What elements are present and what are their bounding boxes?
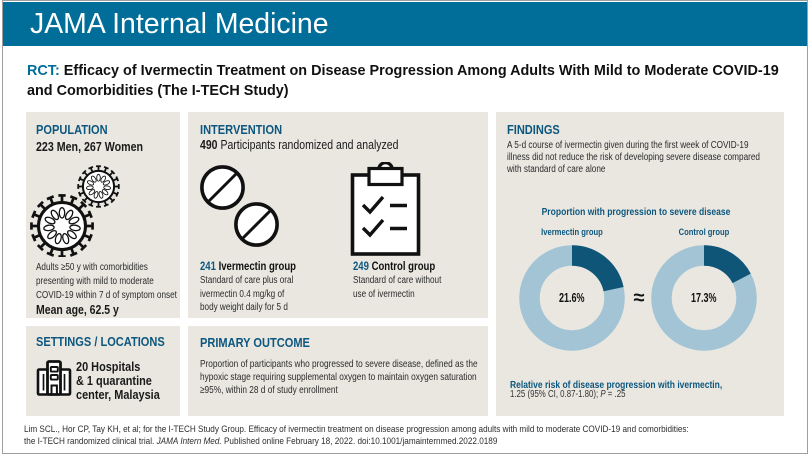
brand-title: JAMA Internal Medicine: [30, 2, 335, 46]
donut-value-control: 17.3%: [651, 245, 757, 351]
citation-journal: JAMA Intern Med.: [156, 436, 222, 447]
population-mean-age-text: Mean age, 62.5 y: [36, 303, 119, 317]
clipboard-checklist-icon: [350, 162, 421, 256]
citation: Lim SCL., Hor CP, Tay KH, et al; for the…: [24, 424, 797, 448]
population-subtitle: 223 Men, 267 Women: [36, 139, 167, 154]
donut-chart-control: [651, 244, 757, 351]
findings-header: FINDINGS: [507, 122, 569, 137]
chart-group-label-ivermectin: Ivermectin group: [512, 227, 632, 239]
primary-outcome-header: PRIMARY OUTCOME: [200, 335, 329, 350]
donut-value-ivermectin: 21.6%: [519, 245, 625, 351]
relative-risk-heading: Relative risk of disease progression wit…: [510, 379, 772, 391]
findings-desc-line: A 5-d course of ivermectin given during …: [507, 139, 749, 151]
settings-header-text: SETTINGS / LOCATIONS: [36, 334, 165, 349]
ivermectin-group-n: 241: [200, 261, 216, 273]
primary-outcome-desc-line: hypoxic stage requiring supplemental oxy…: [200, 371, 477, 384]
donut-chart-ivermectin: [519, 244, 625, 351]
hospital-icon: [36, 360, 72, 396]
donut-value-text: 17.3%: [691, 290, 717, 305]
intervention-count-line: 490 Participants randomized and analyzed: [200, 138, 436, 153]
control-group-block: 249 Control group Standard of care witho…: [353, 260, 461, 301]
group-name-line: 241 Ivermectin group: [200, 260, 296, 274]
page-title: RCT: Efficacy of Ivermectin Treatment on…: [27, 61, 810, 101]
brand-bar: [3, 2, 807, 46]
chart-title-text: Proportion with progression to severe di…: [541, 206, 731, 218]
relative-risk-value-pre: 1.25 (95% CI, 0.87-1.80);: [510, 389, 601, 400]
primary-outcome-header-text: PRIMARY OUTCOME: [200, 334, 310, 350]
intervention-count: 490: [200, 137, 218, 152]
intervention-count-desc: Participants randomized and analyzed: [217, 137, 399, 152]
ivermectin-group-block: 241 Ivermectin group Standard of care pl…: [200, 260, 316, 315]
intervention-header-text: INTERVENTION: [200, 122, 283, 137]
settings-text-line: 20 Hospitals: [76, 358, 141, 374]
relative-risk-heading-text: Relative risk of disease progression wit…: [510, 378, 723, 391]
title-line2: and Comorbidities (The I-TECH Study): [27, 82, 289, 99]
population-desc-line: Adults ≥50 y with comorbidities: [36, 262, 148, 273]
group-name-line: 249 Control group: [353, 260, 435, 274]
ivermectin-group-name: Ivermectin group: [215, 261, 297, 273]
findings-description: A 5-d course of ivermectin given during …: [507, 140, 810, 177]
page-title-line1: RCT: Efficacy of Ivermectin Treatment on…: [27, 61, 779, 81]
approx-symbol: ≈: [625, 245, 653, 351]
ivermectin-group-desc-line: ivermectin 0.4 mg/kg of: [200, 288, 285, 300]
control-group-desc-line: use of ivermectin: [353, 288, 415, 300]
relative-risk-p: P: [600, 389, 606, 400]
primary-outcome-panel: PRIMARY OUTCOME Proportion of participan…: [188, 326, 488, 416]
settings-text: 20 Hospitals & 1 quarantine center, Mala…: [76, 358, 176, 402]
control-group-n: 249: [353, 261, 369, 273]
findings-desc-line: illness did not reduce the risk of devel…: [507, 151, 760, 163]
brand-title-text: JAMA Internal Medicine: [30, 8, 329, 40]
population-desc-line: COVID-19 within 7 d of symptom onset: [36, 289, 177, 301]
donut-value-text: 21.6%: [559, 290, 585, 305]
coronavirus-icon: [30, 165, 120, 257]
approx-symbol-text: ≈: [633, 286, 645, 309]
settings-panel: SETTINGS / LOCATIONS 20 Hospitals & 1 qu…: [26, 326, 180, 416]
title-line1: Efficacy of Ivermectin Treatment on Dise…: [63, 62, 779, 79]
ivermectin-group-desc-line: Standard of care plus oral: [200, 275, 294, 286]
chart-group-label-text: Ivermectin group: [541, 227, 603, 238]
population-header-text: POPULATION: [36, 122, 108, 137]
population-header: POPULATION: [36, 122, 120, 137]
primary-outcome-description: Proportion of participants who progresse…: [200, 358, 551, 398]
settings-text-line: center, Malaysia: [76, 386, 160, 402]
chart-group-label-text: Control group: [678, 227, 730, 238]
primary-outcome-desc-line: ≥95%, within 28 d of study enrollment: [200, 384, 338, 397]
population-panel: POPULATION 223 Men, 267 Women Adults ≥50…: [26, 112, 180, 318]
relative-risk-value: 1.25 (95% CI, 0.87-1.80); P = .25: [510, 389, 657, 401]
study-type-tag: RCT:: [27, 62, 60, 79]
findings-header-text: FINDINGS: [507, 122, 560, 137]
settings-header: SETTINGS / LOCATIONS: [36, 334, 187, 349]
citation-line2-post: Published online February 18, 2022. doi:…: [221, 436, 498, 447]
primary-outcome-desc-line: Proportion of participants who progresse…: [200, 358, 478, 370]
relative-risk-tail: = .25: [605, 389, 626, 400]
intervention-panel: INTERVENTION 490 Participants randomized…: [188, 112, 488, 318]
population-description: Adults ≥50 y with comorbidities presenti…: [36, 261, 209, 303]
chart-title: Proportion with progression to severe di…: [492, 206, 780, 218]
control-group-name: Control group: [368, 261, 436, 273]
relative-risk-value-text: 1.25 (95% CI, 0.87-1.80); P = .25: [510, 389, 625, 401]
population-subtitle-text: 223 Men, 267 Women: [36, 139, 144, 154]
citation-line1: Lim SCL., Hor CP, Tay KH, et al; for the…: [24, 424, 689, 435]
findings-desc-line: with standard of care alone: [507, 164, 606, 176]
pills-icon: [200, 165, 279, 247]
population-mean-age: Mean age, 62.5 y: [36, 303, 135, 318]
population-desc-line: presenting with mild to moderate: [36, 275, 154, 287]
chart-group-label-control: Control group: [644, 227, 764, 239]
intervention-header: INTERVENTION: [200, 122, 297, 137]
ivermectin-group-desc-line: body weight daily for 5 d: [200, 302, 288, 314]
citation-line2: the I-TECH randomized clinical trial. JA…: [24, 436, 497, 448]
settings-text-line: & 1 quarantine: [76, 372, 152, 388]
citation-line2-pre: the I-TECH randomized clinical trial.: [24, 436, 157, 447]
findings-panel: FINDINGS A 5-d course of ivermectin give…: [496, 112, 784, 416]
control-group-desc-line: Standard of care without: [353, 275, 442, 286]
